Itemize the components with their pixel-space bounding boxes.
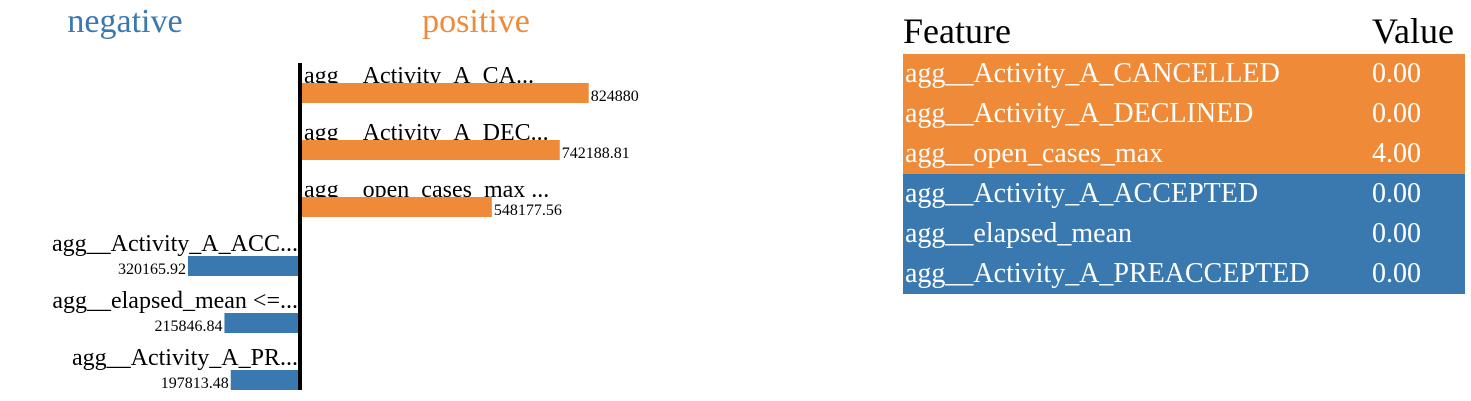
negative-value-label: 197813.48 xyxy=(161,375,229,392)
negative-bar xyxy=(230,370,300,390)
table-row: agg__Activity_A_PREACCEPTED 0.00 xyxy=(903,254,1465,294)
feature-value-table: Feature Value agg__Activity_A_CANCELLED … xyxy=(903,8,1465,294)
table-row: agg__Activity_A_ACCEPTED 0.00 xyxy=(903,174,1465,214)
table-row: agg__Activity_A_CANCELLED 0.00 xyxy=(903,54,1465,94)
chart-marks: agg__Activity_A_CA...824880agg__Activity… xyxy=(52,63,639,392)
negative-heading: negative xyxy=(67,3,182,40)
negative-value-label: 320165.92 xyxy=(118,261,186,278)
value-cell: 4.00 xyxy=(1372,138,1421,169)
feature-cell: agg__Activity_A_ACCEPTED xyxy=(905,178,1259,209)
table-body: agg__Activity_A_CANCELLED 0.00 agg__Acti… xyxy=(903,54,1465,294)
negative-bar xyxy=(224,313,300,333)
feature-cell: agg__Activity_A_PREACCEPTED xyxy=(905,258,1310,289)
feature-column-header: Feature xyxy=(903,11,1011,51)
feature-cell: agg__elapsed_mean xyxy=(905,218,1133,249)
negative-value-label: 215846.84 xyxy=(154,318,222,335)
value-cell: 0.00 xyxy=(1372,258,1421,289)
positive-bar xyxy=(300,140,560,160)
negative-feature-label: agg__elapsed_mean <=... xyxy=(52,288,298,314)
negative-bar xyxy=(187,256,300,276)
table-header: Feature Value xyxy=(903,8,1463,54)
negative-feature-label: agg__Activity_A_ACC... xyxy=(52,231,298,257)
negative-feature-label: agg__Activity_A_PR... xyxy=(72,345,298,371)
positive-value-label: 548177.56 xyxy=(494,202,562,219)
value-cell: 0.00 xyxy=(1372,98,1421,129)
value-cell: 0.00 xyxy=(1372,218,1421,249)
feature-cell: agg__Activity_A_CANCELLED xyxy=(905,58,1280,89)
contribution-chart: negative positive agg__Activity_A_CA...8… xyxy=(52,3,639,392)
table-row: agg__open_cases_max 4.00 xyxy=(903,134,1465,174)
positive-bar xyxy=(300,197,492,217)
positive-bar xyxy=(300,83,589,103)
positive-value-label: 742188.81 xyxy=(562,145,630,162)
positive-heading: positive xyxy=(422,3,530,40)
feature-cell: agg__Activity_A_DECLINED xyxy=(905,98,1254,129)
feature-cell: agg__open_cases_max xyxy=(905,138,1164,169)
value-column-header: Value xyxy=(1372,11,1454,51)
value-cell: 0.00 xyxy=(1372,178,1421,209)
table-row: agg__Activity_A_DECLINED 0.00 xyxy=(903,94,1465,134)
positive-value-label: 824880 xyxy=(591,88,639,105)
table-row: agg__elapsed_mean 0.00 xyxy=(903,214,1465,254)
value-cell: 0.00 xyxy=(1372,58,1421,89)
